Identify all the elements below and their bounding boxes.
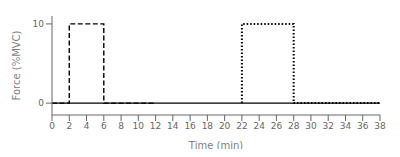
svg-text:0: 0 xyxy=(38,98,44,108)
svg-text:22: 22 xyxy=(236,121,247,131)
svg-text:2: 2 xyxy=(66,121,72,131)
svg-text:18: 18 xyxy=(202,121,214,131)
svg-text:10: 10 xyxy=(133,121,145,131)
svg-text:14: 14 xyxy=(167,121,179,131)
svg-text:26: 26 xyxy=(271,121,283,131)
svg-text:8: 8 xyxy=(118,121,124,131)
svg-text:6: 6 xyxy=(101,121,107,131)
svg-text:12: 12 xyxy=(150,121,161,131)
svg-text:20: 20 xyxy=(219,121,231,131)
svg-text:Force (%MVC): Force (%MVC) xyxy=(11,30,22,100)
svg-text:16: 16 xyxy=(184,121,196,131)
svg-text:34: 34 xyxy=(340,121,352,131)
svg-text:38: 38 xyxy=(374,121,386,131)
svg-text:Time (min): Time (min) xyxy=(188,140,243,149)
svg-text:28: 28 xyxy=(288,121,300,131)
svg-text:36: 36 xyxy=(357,121,369,131)
svg-text:32: 32 xyxy=(322,121,333,131)
svg-text:10: 10 xyxy=(33,19,45,29)
svg-text:30: 30 xyxy=(305,121,317,131)
svg-text:4: 4 xyxy=(84,121,90,131)
svg-text:0: 0 xyxy=(49,121,55,131)
svg-text:24: 24 xyxy=(253,121,265,131)
